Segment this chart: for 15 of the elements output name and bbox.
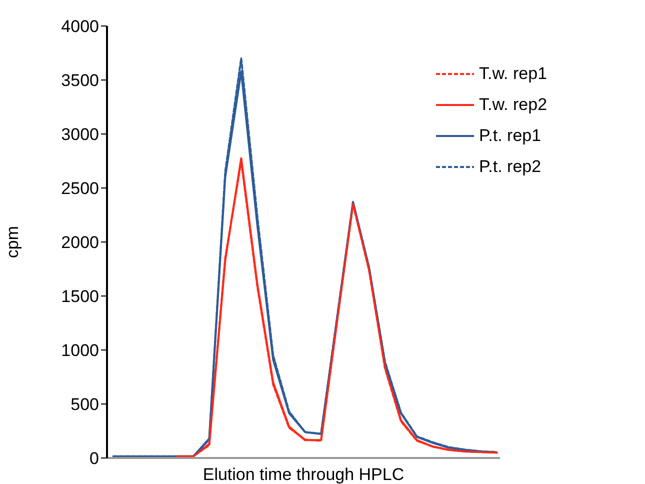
x-axis-title: Elution time through HPLC [202,465,404,484]
legend-label: T.w. rep1 [479,64,548,84]
legend-label: T.w. rep2 [479,94,548,114]
y-tick-label: 1500 [61,287,99,306]
y-tick-label: 3500 [61,71,99,90]
legend-label: P.t. rep1 [479,126,542,146]
y-tick-label: 1000 [61,341,99,360]
y-tick-label: 4000 [61,17,99,36]
y-tick-label: 2500 [61,179,99,198]
y-tick-label: 3000 [61,125,99,144]
legend-label: P.t. rep2 [479,156,542,176]
y-tick-label: 2000 [61,233,99,252]
y-tick-label: 500 [70,395,99,414]
y-tick-label: 0 [90,449,99,468]
y-axis-title: cpm [3,226,22,258]
